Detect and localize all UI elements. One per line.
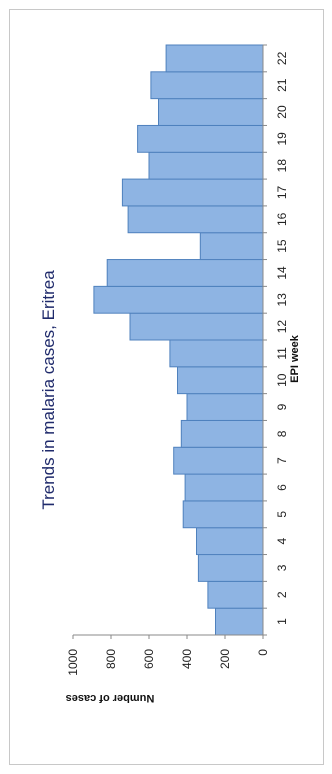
x-tick-label-18: 18 bbox=[275, 159, 289, 173]
x-tick-label-5: 5 bbox=[275, 511, 289, 518]
bar-week-18 bbox=[148, 151, 264, 180]
bar-week-15 bbox=[199, 232, 264, 261]
bar-week-11 bbox=[169, 339, 264, 368]
y-tick-label-800: 800 bbox=[104, 649, 118, 669]
x-tick-label-12: 12 bbox=[275, 320, 289, 334]
bar-week-17 bbox=[121, 178, 264, 207]
plot-area: 1234567891011121314151617181920212202004… bbox=[66, 44, 289, 676]
bar-week-5 bbox=[182, 500, 264, 529]
bar-week-1 bbox=[215, 607, 264, 636]
y-tick-label-400: 400 bbox=[180, 649, 194, 669]
y-tick-label-1000: 1000 bbox=[66, 649, 80, 676]
y-tick-label-600: 600 bbox=[142, 649, 156, 669]
x-tick-label-21: 21 bbox=[275, 78, 289, 92]
bar-week-21 bbox=[150, 71, 264, 100]
bar-week-12 bbox=[129, 312, 264, 341]
bar-week-14 bbox=[106, 259, 264, 287]
y-tick-label-200: 200 bbox=[218, 649, 232, 669]
bar-week-8 bbox=[180, 419, 264, 448]
bar-week-2 bbox=[207, 580, 264, 609]
x-tick-label-17: 17 bbox=[275, 186, 289, 200]
bar-week-16 bbox=[127, 205, 264, 234]
x-tick-label-20: 20 bbox=[275, 105, 289, 119]
y-axis-title: Number of cases bbox=[66, 692, 155, 704]
x-tick-label-16: 16 bbox=[275, 212, 289, 226]
bar-week-20 bbox=[158, 98, 264, 126]
x-tick-label-19: 19 bbox=[275, 132, 289, 146]
bar-week-7 bbox=[173, 446, 264, 475]
x-tick-label-22: 22 bbox=[275, 51, 289, 65]
bar-week-3 bbox=[197, 554, 264, 582]
chart-title: Trends in malaria cases, Eritrea bbox=[39, 270, 58, 510]
x-tick-label-1: 1 bbox=[275, 618, 289, 625]
x-tick-label-11: 11 bbox=[275, 347, 289, 360]
x-tick-label-8: 8 bbox=[275, 430, 289, 437]
x-tick-label-7: 7 bbox=[275, 457, 289, 464]
bar-week-22 bbox=[165, 44, 264, 73]
x-tick-label-13: 13 bbox=[275, 293, 289, 307]
x-tick-label-15: 15 bbox=[275, 239, 289, 253]
x-tick-label-10: 10 bbox=[275, 373, 289, 387]
bar-week-13 bbox=[93, 285, 264, 314]
x-tick-label-14: 14 bbox=[275, 266, 289, 280]
bar-week-9 bbox=[186, 393, 264, 421]
bar-week-6 bbox=[184, 473, 264, 502]
x-tick-label-3: 3 bbox=[275, 564, 289, 571]
x-tick-label-2: 2 bbox=[275, 591, 289, 598]
bar-week-19 bbox=[137, 124, 264, 153]
bar-week-10 bbox=[177, 366, 264, 395]
x-axis-title: EPI week bbox=[289, 334, 301, 383]
bar-week-4 bbox=[196, 527, 264, 556]
x-tick-label-4: 4 bbox=[275, 537, 289, 544]
chart-svg: Trends in malaria cases, Eritrea 1234567… bbox=[39, 44, 301, 704]
x-tick-label-6: 6 bbox=[275, 484, 289, 491]
x-tick-label-9: 9 bbox=[275, 403, 289, 410]
y-tick-label-0: 0 bbox=[256, 649, 270, 656]
